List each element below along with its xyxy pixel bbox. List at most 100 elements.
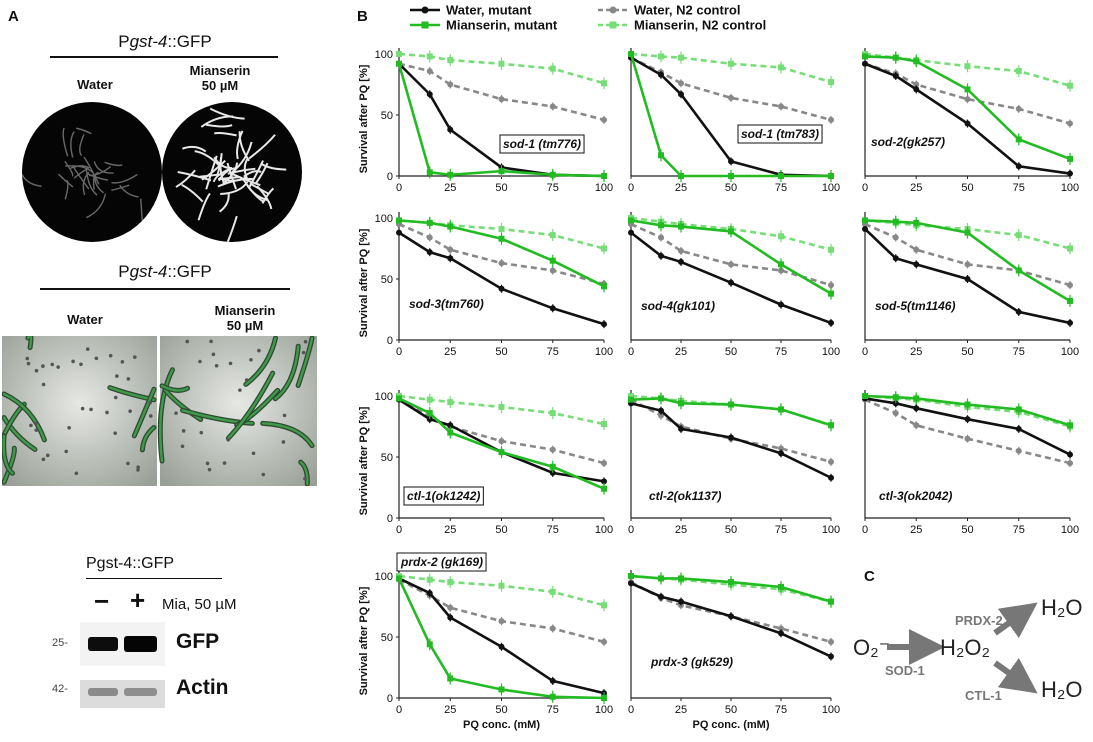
data-point xyxy=(728,228,734,235)
x-tick-label: 75 xyxy=(547,182,559,194)
data-point xyxy=(1015,267,1022,274)
data-point xyxy=(426,590,433,597)
panel-a-label: A xyxy=(8,8,19,25)
blot-minus: − xyxy=(94,586,110,616)
data-point xyxy=(658,407,664,414)
series-line-water-mutant xyxy=(398,577,605,695)
legend-marker xyxy=(609,6,617,14)
y-tick-label: 0 xyxy=(387,171,393,183)
data-point xyxy=(426,91,433,98)
prdx-arrow xyxy=(993,602,1038,639)
x-tick-label: 50 xyxy=(961,182,973,194)
data-point xyxy=(892,72,899,79)
h2o2-label: H₂O₂ xyxy=(940,635,990,660)
data-point xyxy=(678,54,684,61)
legend-label: Water, mutant xyxy=(446,3,532,18)
x-axis-label: PQ conc. (mM) xyxy=(463,719,540,731)
data-point xyxy=(1067,170,1073,177)
title-rule-middle xyxy=(40,288,290,290)
data-point xyxy=(447,126,454,133)
series-line-mianserin-n2-control xyxy=(630,216,832,251)
data-point xyxy=(913,246,920,253)
x-tick-label: 50 xyxy=(725,182,737,194)
x-tick-label: 100 xyxy=(822,704,840,716)
chart-title-box xyxy=(499,134,585,154)
chart-title: sod-1 (tm776) xyxy=(503,137,581,151)
data-point xyxy=(862,60,868,67)
data-point xyxy=(828,458,834,465)
series-line-water-n2-control xyxy=(864,222,1071,287)
blot-treatment: Mia, 50 µM xyxy=(162,596,237,613)
data-point xyxy=(778,445,784,452)
chart-prdx-3-gk529-: 0 25 50 75 100 PQ conc. (mM) prdx-3 (gk529) xyxy=(628,570,840,731)
data-point xyxy=(601,173,607,179)
data-point xyxy=(601,460,607,467)
chart-title: sod-2(gk257) xyxy=(871,135,945,149)
data-point xyxy=(498,285,505,292)
data-point xyxy=(862,393,868,399)
h2o-bottom-label: H₂O xyxy=(1041,677,1083,702)
chart-title: sod-4(gk101) xyxy=(641,299,715,313)
y-axis-label: Survival after PQ [%] xyxy=(358,586,370,695)
data-point xyxy=(778,630,784,637)
data-point xyxy=(396,60,402,67)
data-point xyxy=(426,249,433,256)
y-axis-label: Survival after PQ [%] xyxy=(358,64,370,173)
data-point xyxy=(549,463,556,470)
data-point xyxy=(964,86,971,93)
water-caption-top: Water xyxy=(77,77,113,92)
data-point xyxy=(658,222,664,229)
x-tick-label: 0 xyxy=(862,182,868,194)
gfp-band-water xyxy=(88,637,118,651)
data-point xyxy=(628,396,634,403)
chart-sod-2-gk257-: 0 25 50 75 100 sod-2(gk257) xyxy=(862,48,1079,194)
data-point xyxy=(601,321,607,328)
data-point xyxy=(892,54,899,61)
data-point xyxy=(892,218,899,225)
data-point xyxy=(913,261,920,268)
data-point xyxy=(678,575,684,582)
x-tick-label: 100 xyxy=(595,346,613,358)
x-tick-label: 0 xyxy=(396,346,402,358)
data-point xyxy=(601,695,607,701)
data-point xyxy=(678,425,684,432)
data-point xyxy=(396,51,402,57)
y-tick-label: 50 xyxy=(381,110,393,122)
data-point xyxy=(549,410,556,417)
data-point xyxy=(447,422,454,429)
data-point xyxy=(728,94,734,101)
data-point xyxy=(913,58,920,65)
data-point xyxy=(828,422,834,429)
data-point xyxy=(549,257,556,264)
data-point xyxy=(498,438,505,445)
data-point xyxy=(913,395,920,402)
data-point xyxy=(549,625,556,632)
chart-title: sod-5(tm1146) xyxy=(875,299,955,313)
data-point xyxy=(728,279,734,286)
data-point xyxy=(728,60,734,67)
mianserin-caption-top: Mianserin 50 µM xyxy=(189,63,251,93)
prdx-label: PRDX-2 xyxy=(955,613,1003,628)
data-point xyxy=(601,80,607,87)
data-point xyxy=(601,485,607,492)
data-point xyxy=(1067,82,1073,89)
data-point xyxy=(658,234,664,241)
data-point xyxy=(549,232,556,239)
data-point xyxy=(601,421,607,428)
series-line-mianserin-mutant xyxy=(397,63,605,178)
data-point xyxy=(396,575,402,582)
series-line-water-mutant xyxy=(864,228,1071,325)
series-line-water-n2-control xyxy=(630,56,832,122)
data-point xyxy=(1067,297,1073,304)
x-tick-label: 0 xyxy=(628,704,634,716)
x-tick-label: 50 xyxy=(725,704,737,716)
data-point xyxy=(728,158,734,165)
actin-band-mianserin xyxy=(124,688,157,696)
data-point xyxy=(447,246,454,253)
data-point xyxy=(828,173,834,179)
gfp-title-top: Pgst-4::GFP xyxy=(118,32,212,51)
x-tick-label: 100 xyxy=(1061,182,1079,194)
x-tick-label: 75 xyxy=(775,704,787,716)
data-point xyxy=(396,395,402,402)
